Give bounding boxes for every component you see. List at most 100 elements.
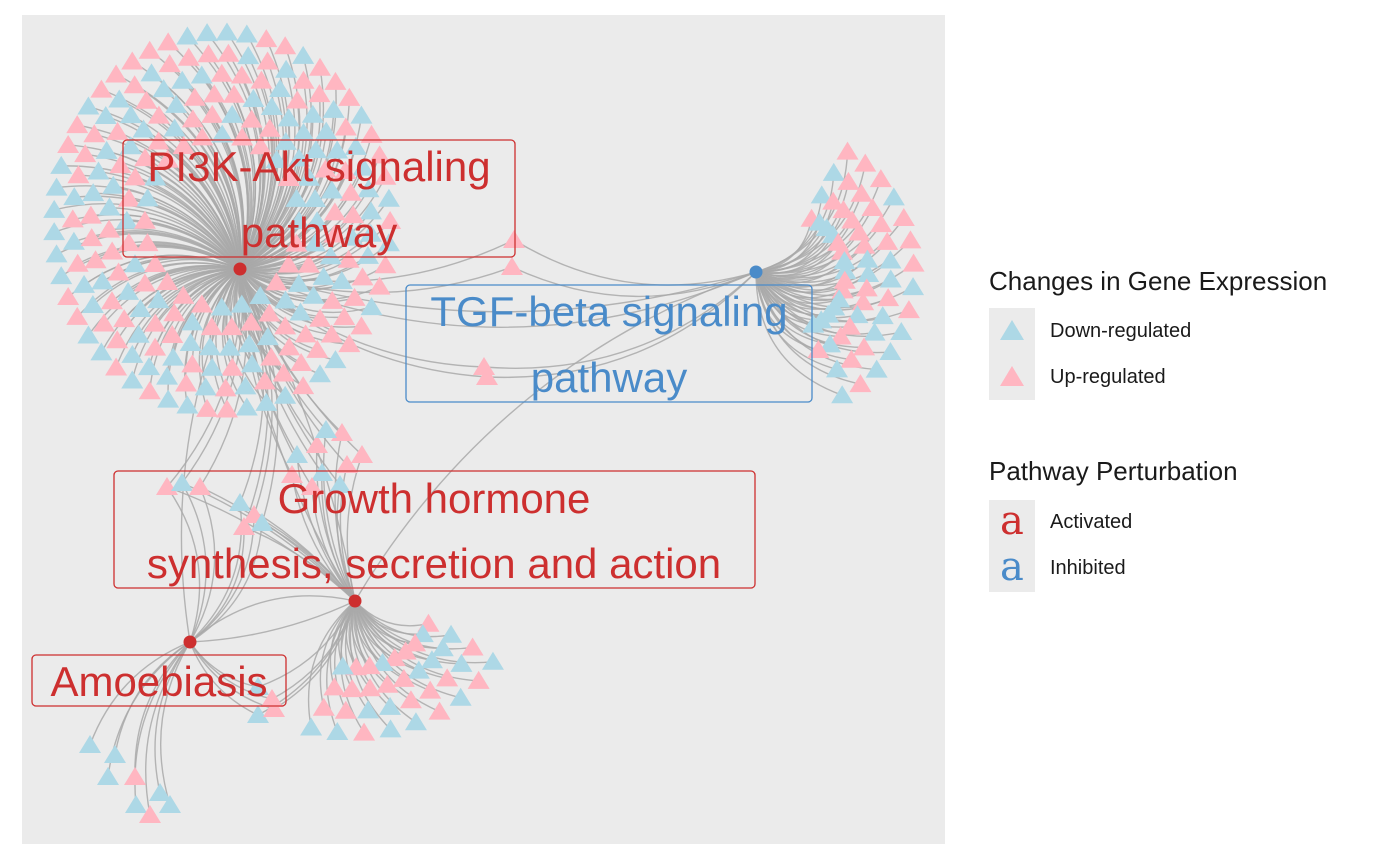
pathway-label-pi3k-box	[122, 139, 516, 258]
edge-line	[239, 119, 261, 270]
gene-node-up-regulated	[331, 423, 353, 441]
gene-node-down-regulated	[149, 783, 171, 801]
edge-line	[189, 268, 241, 344]
edge-line	[189, 522, 263, 643]
gene-node-down-regulated	[377, 233, 400, 252]
gene-node-down-regulated	[162, 347, 185, 366]
gene-node-down-regulated	[319, 246, 342, 265]
gene-node-up-regulated	[292, 70, 315, 89]
edge-line	[158, 140, 241, 270]
gene-node-down-regulated	[311, 463, 333, 481]
edge-line	[755, 271, 829, 316]
gene-node-up-regulated	[138, 40, 161, 59]
pathway-label-amoe-box	[31, 654, 287, 707]
edge-line	[189, 486, 216, 643]
gene-node-up-regulated	[258, 118, 281, 137]
gene-node-down-regulated	[62, 231, 85, 250]
gene-node-down-regulated	[275, 59, 298, 78]
gene-node-up-regulated	[343, 287, 366, 306]
gene-node-up-regulated	[829, 326, 852, 345]
gene-node-down-regulated	[159, 795, 181, 813]
gene-node-up-regulated	[258, 303, 281, 322]
gene-node-down-regulated	[297, 167, 320, 186]
gene-node-down-regulated	[286, 445, 308, 463]
gene-node-down-regulated	[315, 420, 337, 438]
gene-node-up-regulated	[66, 253, 89, 272]
gene-node-down-regulated	[879, 269, 902, 288]
legend-label-up-regulated: Up-regulated	[1050, 366, 1166, 388]
edge-line	[755, 271, 868, 302]
gene-node-up-regulated	[121, 51, 144, 70]
gene-node-up-regulated	[136, 233, 159, 252]
gene-node-down-regulated	[117, 281, 140, 300]
edge-line	[239, 268, 341, 486]
gene-node-up-regulated	[338, 334, 361, 353]
gene-node-up-regulated	[265, 272, 288, 291]
edge-line	[173, 268, 241, 314]
gene-node-up-regulated	[436, 668, 459, 687]
gene-node-up-regulated	[147, 105, 170, 124]
letter-a-icon: a	[1000, 498, 1024, 544]
gene-node-up-regulated	[156, 149, 179, 168]
gene-node-up-regulated	[214, 378, 237, 397]
gene-node-up-regulated	[157, 32, 180, 51]
legend-label-activated: Activated	[1050, 511, 1133, 533]
gene-node-down-regulated	[43, 199, 66, 218]
legend-label-down-regulated: Down-regulated	[1050, 320, 1192, 342]
gene-node-down-regulated	[303, 233, 326, 252]
gene-node-down-regulated	[330, 271, 353, 290]
gene-node-up-regulated	[358, 656, 381, 675]
gene-node-up-regulated	[274, 316, 297, 335]
gene-node-down-regulated	[50, 266, 73, 285]
gene-node-down-regulated	[237, 46, 260, 65]
gene-node-down-regulated	[138, 357, 161, 376]
gene-node-down-regulated	[90, 342, 113, 361]
gene-node-down-regulated	[94, 105, 117, 124]
network-panel: PI3K-Akt signaling pathway TGF-beta sign…	[22, 15, 945, 844]
gene-node-up-regulated	[66, 115, 89, 134]
edge-line	[755, 271, 843, 396]
gene-node-up-regulated	[74, 144, 97, 163]
gene-node-down-regulated	[91, 271, 114, 290]
gene-node-up-regulated	[217, 43, 240, 62]
gene-node-down-regulated	[306, 211, 329, 230]
gene-node-up-regulated	[79, 205, 102, 224]
gene-node-down-regulated	[50, 155, 73, 174]
gene-node-up-regulated	[341, 679, 364, 698]
gene-node-up-regulated	[106, 330, 129, 349]
gene-node-up-regulated	[220, 317, 243, 336]
gene-node-down-regulated	[235, 397, 258, 416]
gene-node-down-regulated	[300, 717, 323, 736]
gene-node-up-regulated	[306, 339, 329, 358]
gene-node-up-regulated	[394, 641, 417, 660]
gene-node-down-regulated	[320, 180, 343, 199]
gene-node-down-regulated	[287, 273, 310, 292]
gene-node-down-regulated	[104, 745, 126, 763]
gene-node-up-regulated	[832, 200, 855, 219]
edge-line	[159, 641, 191, 806]
gene-node-up-regulated	[476, 367, 498, 385]
gene-node-up-regulated	[253, 371, 276, 390]
gene-node-down-regulated	[242, 89, 265, 108]
gene-node-down-regulated	[124, 254, 147, 273]
gene-node-up-regulated	[308, 84, 331, 103]
gene-node-down-regulated	[360, 297, 383, 316]
gene-node-up-regulated	[855, 278, 878, 297]
gene-node-down-regulated	[324, 350, 347, 369]
gene-node-down-regulated	[229, 493, 251, 511]
gene-node-down-regulated	[450, 653, 473, 672]
gene-node-up-regulated	[297, 254, 320, 273]
gene-node-down-regulated	[407, 660, 430, 679]
gene-node-down-regulated	[826, 359, 849, 378]
edge-line	[171, 268, 241, 336]
gene-node-up-regulated	[428, 701, 451, 720]
gene-node-down-regulated	[43, 222, 66, 241]
gene-node-down-regulated	[194, 377, 217, 396]
edge-line	[89, 641, 191, 746]
edge-line	[167, 159, 241, 270]
gene-node-down-regulated	[221, 104, 244, 123]
legend: Changes in Gene Expression Down-regulate…	[989, 0, 1394, 866]
gene-node-up-regulated	[351, 267, 374, 286]
gene-node-down-regulated	[108, 89, 131, 108]
pathway-label-amoe: Amoebiasis	[31, 654, 287, 707]
